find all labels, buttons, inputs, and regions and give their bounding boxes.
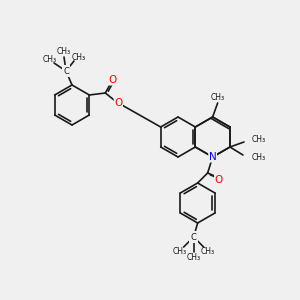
Text: C: C [63, 67, 69, 76]
Text: CH₃: CH₃ [211, 92, 225, 101]
Text: CH₃: CH₃ [57, 46, 71, 56]
Text: CH₃: CH₃ [187, 254, 201, 262]
Text: O: O [108, 75, 116, 85]
Text: O: O [114, 98, 122, 108]
Text: O: O [214, 175, 223, 185]
Text: CH₃: CH₃ [252, 152, 266, 161]
Text: CH₃: CH₃ [43, 55, 57, 64]
Text: CH₃: CH₃ [252, 134, 266, 143]
Text: CH₃: CH₃ [201, 248, 215, 256]
Text: N: N [209, 152, 217, 162]
Text: C: C [191, 232, 197, 242]
Text: CH₃: CH₃ [172, 248, 187, 256]
Text: CH₃: CH₃ [72, 53, 86, 62]
